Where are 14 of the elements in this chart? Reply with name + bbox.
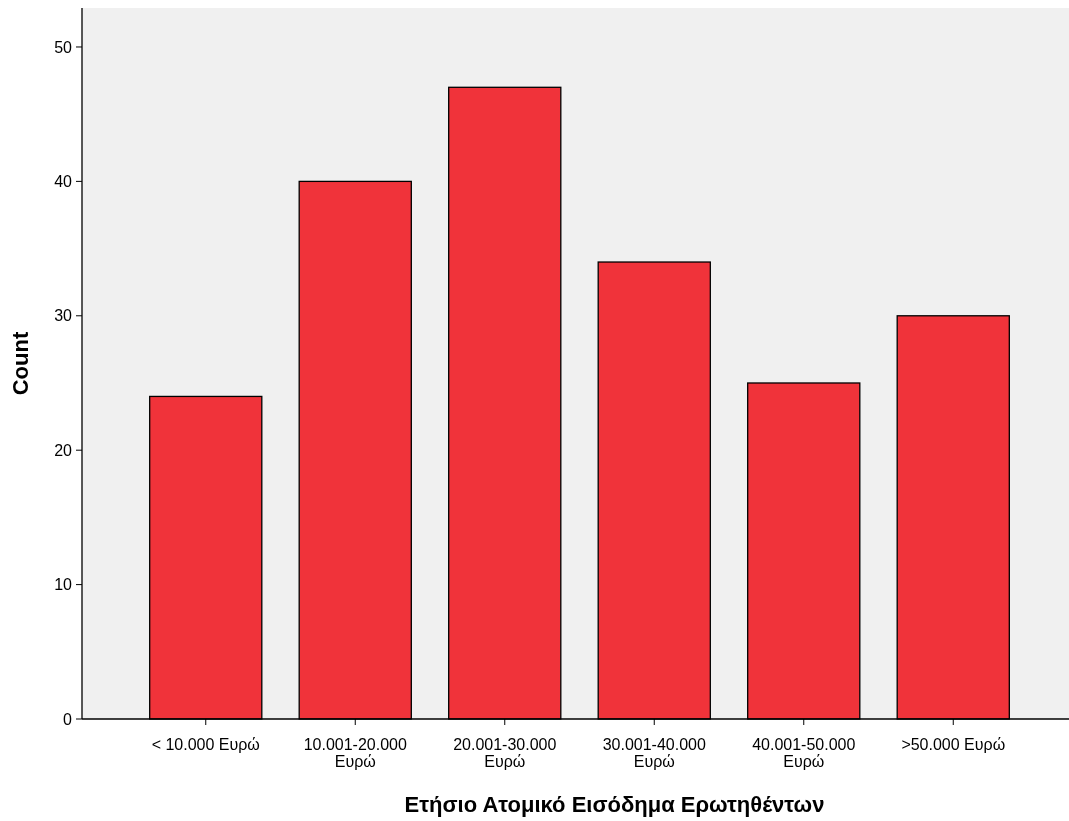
x-axis-title: Ετήσιο Ατομικό Εισόδημα Ερωτηθέντων	[404, 792, 825, 817]
y-tick-label: 10	[54, 576, 73, 594]
y-tick-label: 20	[54, 441, 73, 459]
y-tick-label: 50	[54, 38, 73, 56]
y-tick-label: 30	[54, 307, 73, 325]
x-tick-label: >50.000 Ευρώ	[901, 736, 1006, 753]
y-tick-label: 40	[54, 172, 73, 190]
y-tick-label: 0	[63, 710, 73, 728]
x-tick-label: 30.001-40.000 Ευρώ	[602, 736, 706, 770]
x-tick-label: 10.001-20.000 Ευρώ	[303, 736, 407, 770]
y-axis-title: Count	[8, 331, 33, 396]
x-tick-label: 20.001-30.000 Ευρώ	[453, 736, 557, 770]
x-tick-label: 40.001-50.000 Ευρώ	[752, 736, 856, 770]
x-tick-label: < 10.000 Ευρώ	[151, 736, 260, 753]
